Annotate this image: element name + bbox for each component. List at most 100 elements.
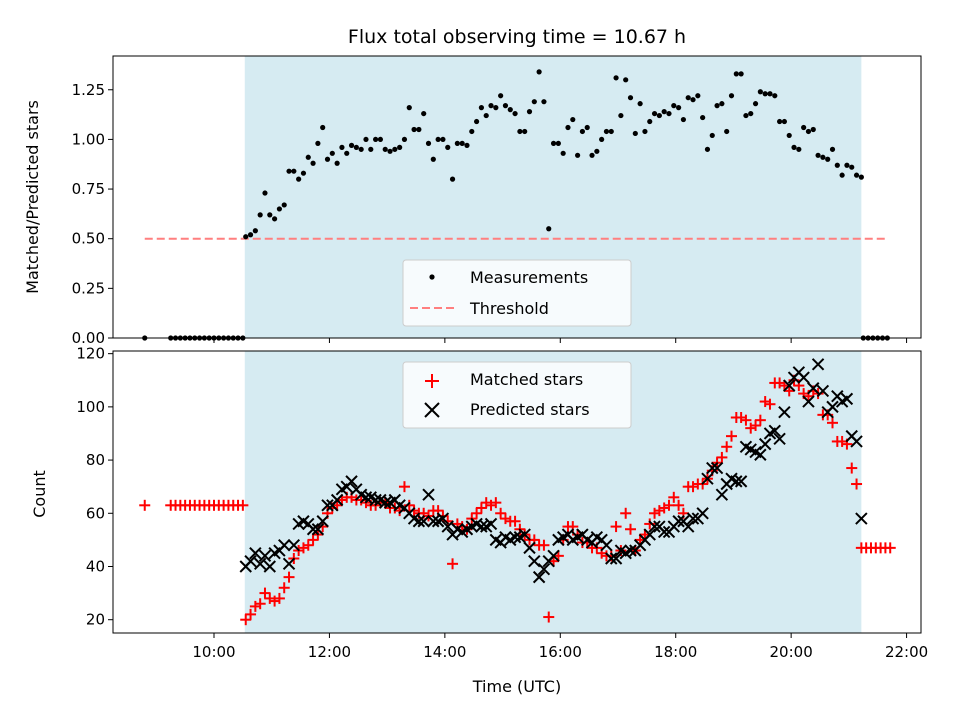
measurement-point [618, 112, 624, 119]
measurement-point [627, 95, 634, 101]
matched-star-point [846, 462, 858, 474]
matched-star-point [495, 507, 507, 519]
predicted-star-point [427, 515, 440, 528]
measurement-point [623, 77, 629, 83]
measurement-point [844, 162, 850, 168]
top-y-ticks: 0.00 0.25 0.50 0.75 1.00 1.25 [72, 81, 113, 347]
predicted-star-point [422, 488, 435, 501]
matched-star-point [764, 398, 776, 410]
matched-star-point [259, 587, 271, 599]
measurement-point [315, 140, 321, 146]
y-tick-label: 40 [86, 557, 105, 575]
measurement-point [695, 93, 701, 99]
matched-star-point [442, 515, 454, 527]
measurement-point [676, 105, 682, 111]
matched-star-point [726, 430, 738, 442]
y-tick-label: 100 [76, 398, 105, 416]
predicted-star-point [417, 515, 430, 528]
measurement-point [680, 116, 687, 123]
measurement-point [656, 112, 662, 119]
measurement-point [512, 110, 518, 117]
matched-star-point [750, 419, 762, 431]
matched-star-point [509, 515, 521, 527]
measurement-point [310, 160, 316, 166]
measurement-point [685, 95, 691, 101]
measurement-point [416, 126, 422, 133]
top-axes-frame [112, 55, 922, 339]
matched-star-point [653, 505, 665, 517]
predicted-star-point [686, 512, 700, 525]
predicted-star-point [855, 512, 868, 525]
measurement-point [555, 140, 561, 146]
matched-star-point [827, 417, 839, 429]
measurement-point [743, 112, 749, 119]
predicted-star-point [797, 371, 810, 384]
legend-matched-label: Matched stars [470, 370, 583, 389]
measurement-point [608, 128, 614, 135]
predicted-star-point [523, 541, 536, 555]
predicted-star-point [306, 523, 320, 536]
predicted-star-point [816, 384, 830, 398]
measurement-point [507, 107, 513, 113]
predicted-star-point [436, 512, 450, 525]
measurement-point [300, 170, 307, 176]
legend-predicted-label: Predicted stars [470, 400, 590, 419]
x-tick-label: 10:00 [192, 643, 235, 661]
bottom-y-ticks: 20 40 60 80 100 120 [76, 345, 113, 629]
measurement-point [478, 105, 485, 111]
top-y-label: Matched/Predicted stars [23, 100, 42, 294]
predicted-star-point [547, 549, 560, 563]
matched-star-point [394, 505, 406, 517]
measurement-point [772, 93, 778, 99]
measurement-point [570, 116, 576, 123]
matched-star-point [254, 598, 266, 610]
predicted-star-point [263, 560, 276, 573]
measurement-point [752, 101, 759, 107]
measurement-point [425, 140, 432, 146]
x-tick-label: 18:00 [654, 643, 697, 661]
matched-star-point [663, 499, 675, 511]
predicted-star-point [783, 379, 796, 392]
matched-star-point [721, 441, 733, 453]
predicted-star-point [609, 552, 623, 565]
measurement-point [757, 89, 763, 95]
measurement-point [849, 164, 855, 170]
measurement-point [286, 168, 292, 174]
measurement-point [262, 190, 268, 196]
measurement-point [791, 144, 797, 150]
matched-star-point [297, 542, 309, 554]
measurement-point [704, 146, 711, 152]
measurement-point [613, 75, 619, 81]
y-tick-label: 0.25 [72, 279, 105, 297]
predicted-star-point [758, 437, 772, 451]
measurement-point [281, 202, 287, 208]
measurement-point [786, 132, 792, 139]
bottom-axes-frame [112, 350, 922, 634]
matched-star-point [283, 571, 295, 583]
matched-star-point [673, 499, 685, 511]
predicted-star-point [249, 546, 262, 560]
legend-measurements-marker [429, 274, 435, 280]
measurement-point [435, 136, 441, 143]
measurement-point [546, 226, 552, 232]
predicted-star-point [537, 562, 551, 576]
measurement-point [810, 126, 816, 133]
measurement-point [541, 99, 547, 105]
predicted-star-point [811, 358, 825, 371]
predicted-star-point [359, 491, 373, 504]
predicted-star-point [475, 520, 488, 533]
y-tick-label: 0.50 [72, 230, 105, 248]
predicted-star-point [484, 517, 498, 531]
measurement-point [474, 118, 480, 125]
x-tick-label: 14:00 [423, 643, 466, 661]
measurement-point [805, 128, 812, 135]
y-tick-label: 120 [76, 345, 105, 363]
measurement-point [517, 128, 523, 135]
predicted-star-point [682, 520, 695, 533]
measurement-point [671, 103, 677, 109]
measurement-point [738, 71, 744, 77]
predicted-star-point [311, 523, 325, 536]
matched-star-point [480, 497, 492, 509]
measurement-point [829, 146, 836, 152]
predicted-star-point [253, 557, 267, 571]
